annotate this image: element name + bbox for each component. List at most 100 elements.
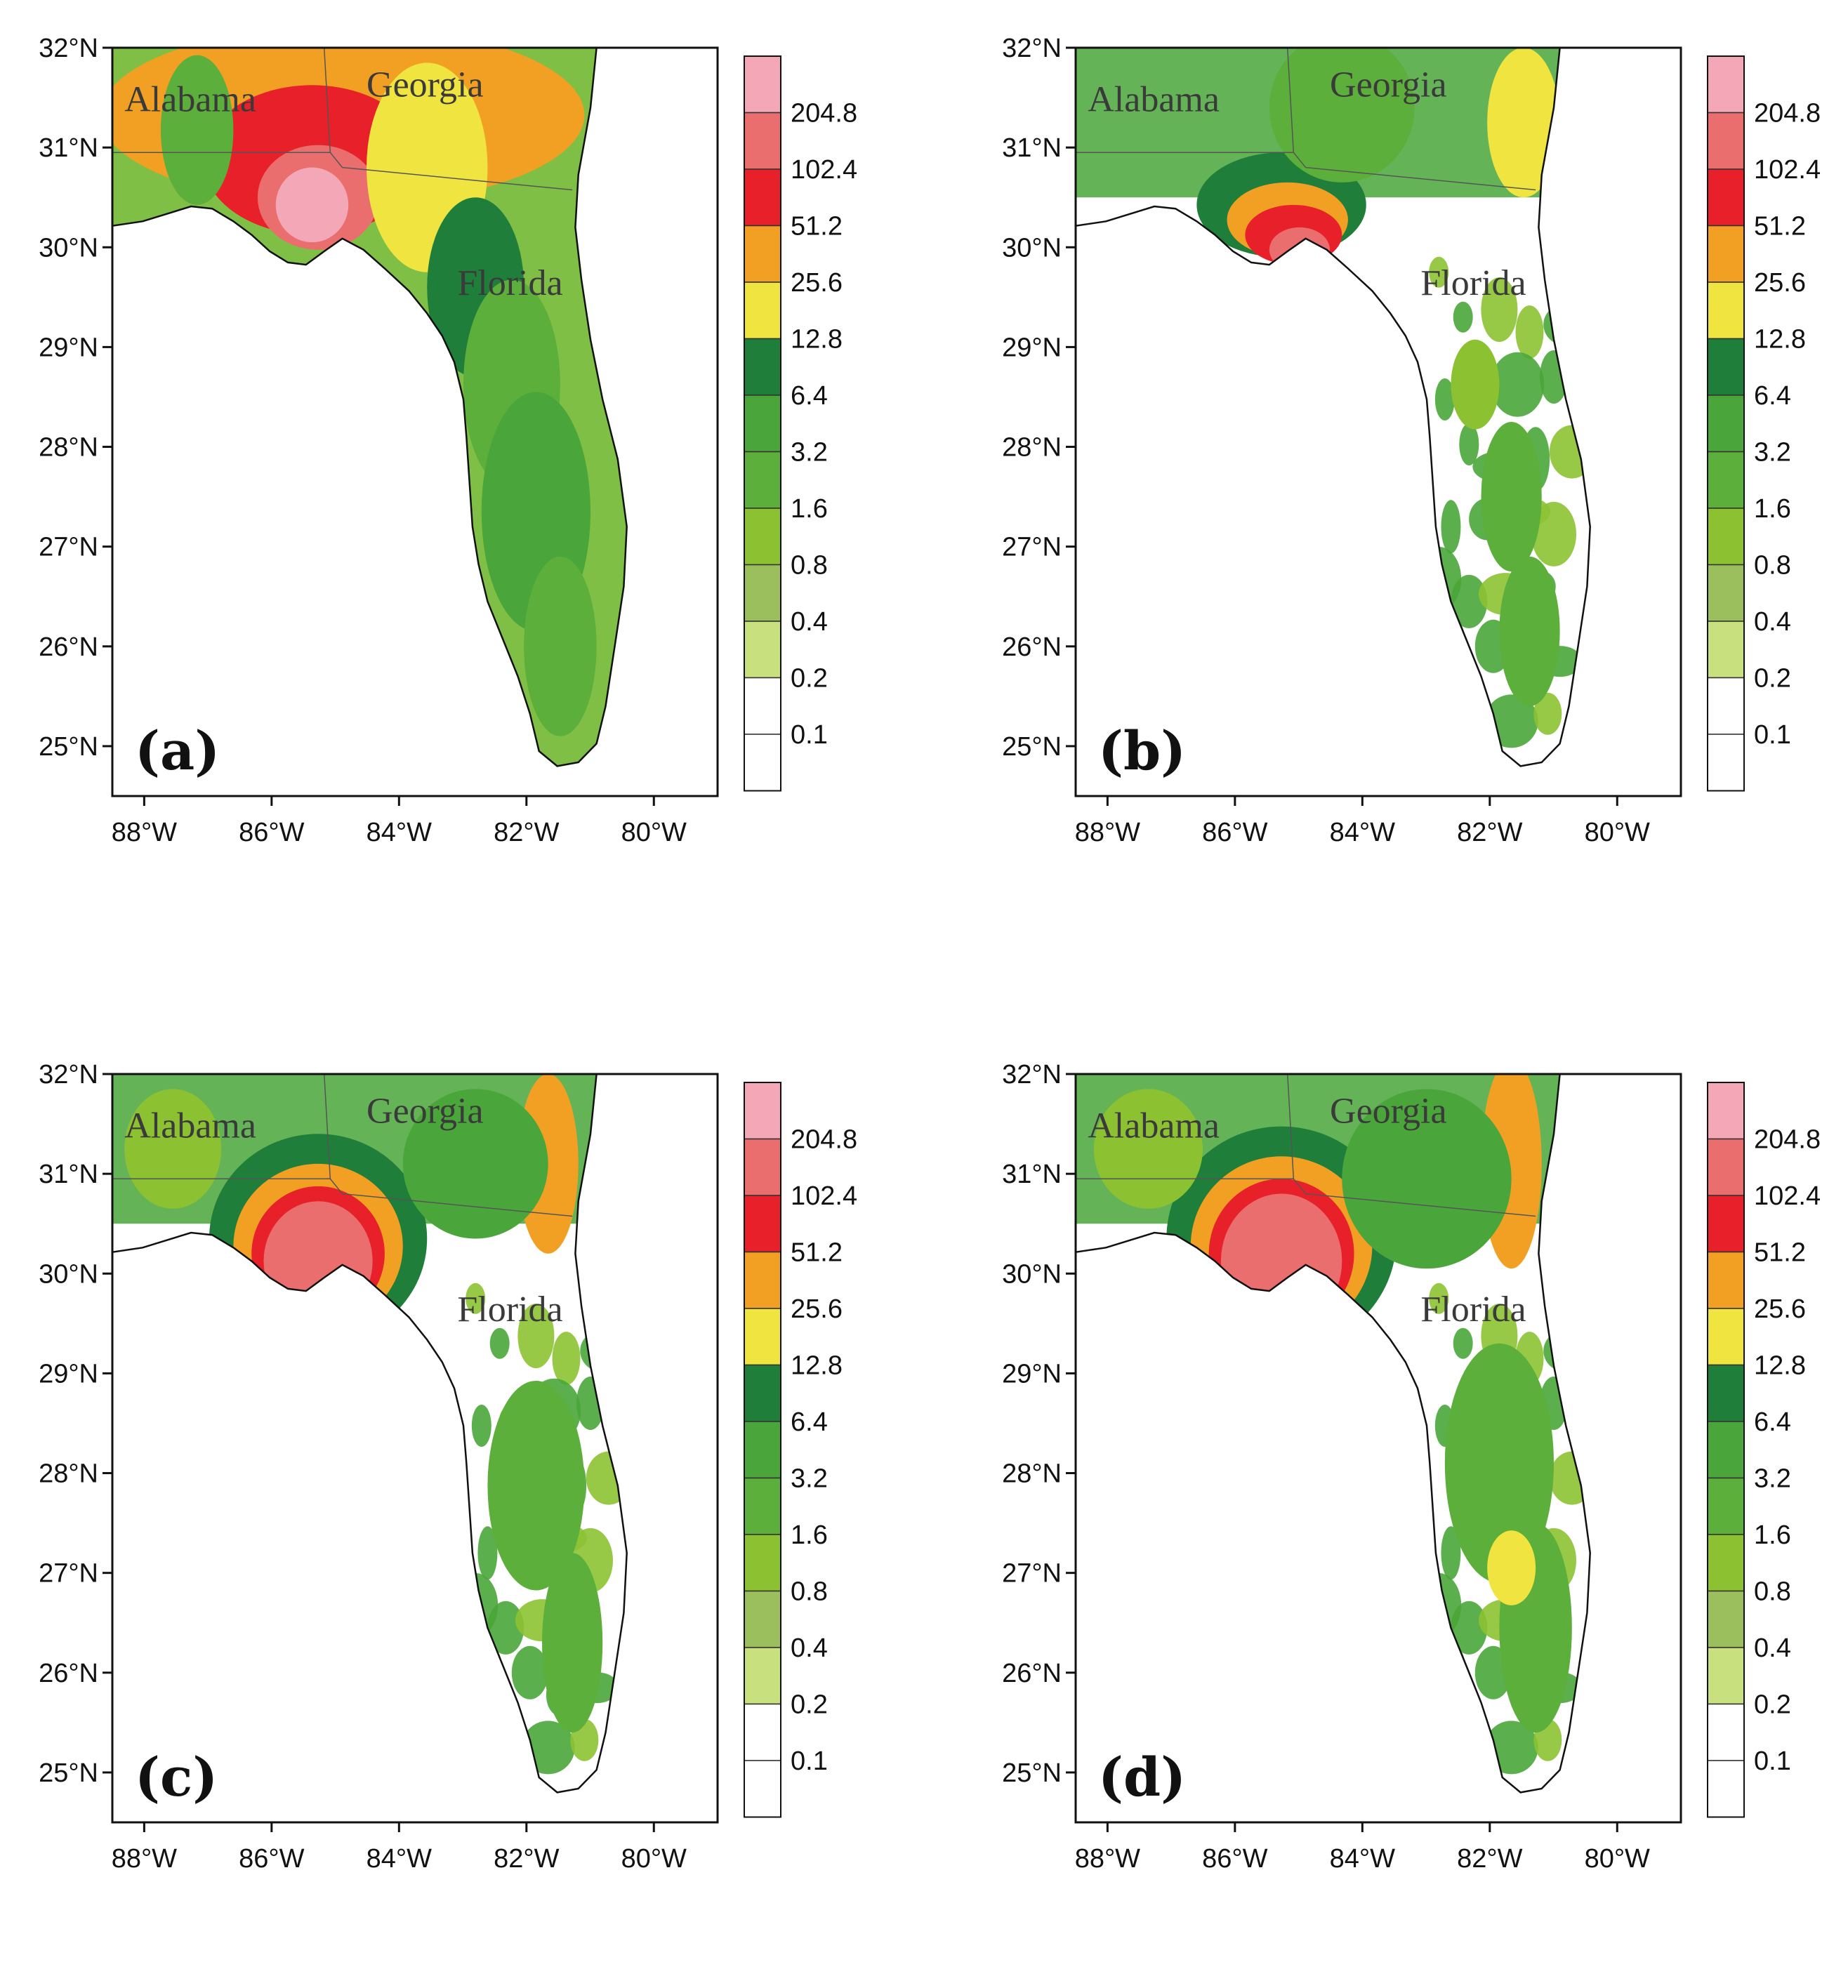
lon-label: 82°W [1457,1844,1522,1874]
figure: 32°N 31°N 30°N 29°N 28°N 27°N 26°N 25°N 88°W 86°W… [39,34,1821,1874]
lat-label: 25°N [39,732,98,762]
colorbar-swatch [1707,338,1745,396]
lat-label: 28°N [1002,1459,1062,1489]
lat-label: 32°N [39,1060,98,1089]
lat-label: 29°N [39,1359,98,1389]
plot-frame [111,1073,719,1824]
colorbar-swatch [744,734,781,792]
colorbar-swatch [1707,1703,1745,1761]
rainfall-contour [275,167,349,243]
lon-label: 82°W [494,1844,559,1874]
colorbar-label: 25.6 [791,268,843,298]
lat-label: 31°N [39,133,98,163]
colorbar-label: 3.2 [1754,1464,1791,1494]
rainfall-patch [1533,692,1562,735]
rainfall-patch [1429,256,1449,288]
colorbar-swatch [1707,168,1745,227]
colorbar-swatch [744,281,781,340]
colorbar-label: 12.8 [1754,1351,1806,1381]
lat-label: 31°N [39,1160,98,1189]
rainfall-contour [1444,1343,1554,1583]
rainfall-contour [160,55,234,205]
colorbar-label: 0.2 [791,1690,828,1720]
rainfall-contour [402,1089,548,1239]
colorbar-swatch [1707,1534,1745,1592]
colorbar-label: 0.2 [791,664,828,694]
colorbar-swatch [744,338,781,396]
coastline [1074,1073,1591,1794]
panel-label: (b) [1098,720,1186,782]
lat-label: 27°N [1002,1559,1062,1589]
lon-label: 88°W [1075,818,1140,847]
coastline [111,1073,628,1794]
colorbar-swatch [1707,1647,1745,1705]
colorbar-frame [744,55,781,792]
map-svg: 32°N 31°N 30°N 29°N 28°N 27°N 26°N 25°N 88°W 86°W… [39,1060,857,1874]
state-border [1076,152,1536,191]
colorbar-label: 0.1 [791,720,828,750]
colorbar-label: 204.8 [1754,1125,1821,1155]
colorbar-frame [1707,55,1745,792]
state-name-florida: Florida [1420,1290,1526,1330]
plot-frame [1074,1073,1682,1824]
colorbar-label: 51.2 [791,1238,843,1268]
state-name-georgia: Georgia [367,65,484,105]
rainfall-patch [1453,1327,1473,1359]
rainfall-patch [1441,1526,1461,1580]
state-border [1286,47,1295,153]
colorbar-swatch [744,451,781,509]
rainfall-contour [481,55,543,131]
colorbar-label: 0.8 [791,1577,828,1607]
colorbar-label: 51.2 [791,212,843,241]
colorbar-swatch [744,508,781,566]
rainfall-patch [1441,500,1461,554]
map-panel-c: 32°N 31°N 30°N 29°N 28°N 27°N 26°N 25°N 88°W 86°W… [0,1026,924,1988]
rainfall-patch [471,1405,491,1447]
lat-label: 30°N [39,1259,98,1289]
colorbar-swatch [1707,55,1745,114]
colorbar-label: 0.2 [1754,1690,1791,1720]
lat-label: 25°N [39,1758,98,1788]
lat-label: 30°N [1002,1259,1062,1289]
colorbar-label: 3.2 [1754,438,1791,468]
rainfall-patch [1491,352,1545,417]
colorbar-swatch [744,1364,781,1422]
state-border [112,1178,573,1217]
panel-label: (d) [1098,1746,1186,1808]
lon-label: 80°W [1585,818,1650,847]
lat-label: 25°N [1002,1758,1062,1788]
colorbar-swatch [744,1590,781,1648]
colorbar-swatch [1707,1760,1745,1818]
state-name-florida: Florida [457,1290,562,1330]
lat-label: 26°N [39,1659,98,1688]
lon-label: 86°W [1202,1844,1267,1874]
colorbar-label: 102.4 [791,155,857,185]
lon-label: 84°W [1330,1844,1395,1874]
rainfall-contour [542,1553,603,1733]
rainfall-patch [1459,423,1479,465]
state-name-georgia: Georgia [1330,1091,1447,1131]
coastline [111,46,628,767]
lon-label: 86°W [1202,818,1267,847]
colorbar-swatch [744,1760,781,1818]
lon-label: 86°W [239,1844,304,1874]
lon-label: 80°W [621,1844,687,1874]
colorbar-label: 102.4 [1754,1181,1821,1211]
colorbar-label: 0.1 [1754,1747,1791,1776]
colorbar-swatch [1707,734,1745,792]
colorbar-label: 0.4 [791,1634,828,1663]
colorbar-swatch [1707,395,1745,453]
lon-label: 80°W [1585,1844,1650,1874]
colorbar-frame [744,1082,781,1818]
colorbar-label: 0.4 [791,607,828,637]
colorbar-swatch [744,621,781,679]
colorbar-label: 6.4 [1754,1407,1791,1437]
colorbar-label: 204.8 [1754,99,1821,128]
colorbar-swatch [1707,1138,1745,1196]
colorbar-label: 25.6 [1754,268,1806,298]
lon-label: 86°W [239,818,304,847]
colorbar-label: 51.2 [1754,212,1806,241]
colorbar-swatch [1707,451,1745,509]
state-name-georgia: Georgia [1330,65,1447,105]
rainfall-patch [1481,277,1518,343]
